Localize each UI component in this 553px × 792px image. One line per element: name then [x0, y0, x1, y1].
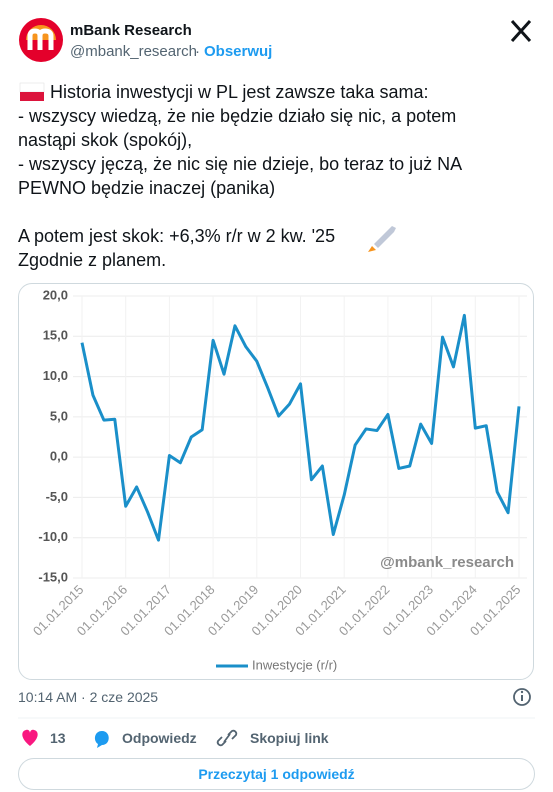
heart-icon[interactable]: [22, 729, 38, 746]
y-tick-label: -10,0: [38, 529, 68, 544]
watermark: @mbank_research: [380, 554, 514, 571]
timestamp[interactable]: 10:14 AM · 2 cze 2025: [18, 689, 159, 705]
x-logo[interactable]: [510, 19, 532, 43]
y-tick-label: 5,0: [50, 408, 68, 423]
tweet-line: Historia inwestycji w PL jest zawsze tak…: [50, 82, 429, 102]
y-tick-label: 10,0: [43, 368, 68, 383]
follow-link[interactable]: Obserwuj: [204, 43, 273, 60]
like-count: 13: [50, 730, 66, 746]
rocket-flame: [368, 246, 376, 252]
tweet-line: nastąpi skok (spokój),: [18, 130, 193, 150]
tweet-line: PEWNO będzie inaczej (panika): [18, 178, 276, 198]
separator: ·: [195, 43, 200, 60]
y-tick-label: -5,0: [46, 489, 68, 504]
y-tick-label: -15,0: [38, 569, 68, 584]
author-name[interactable]: mBank Research: [70, 22, 192, 39]
tweet-line: - wszyscy wiedzą, że nie będzie działo s…: [18, 106, 457, 126]
tweet-line: - wszyscy jęczą, że nic się nie dzieje, …: [18, 154, 463, 174]
y-tick-label: 15,0: [43, 328, 68, 343]
read-replies-label[interactable]: Przeczytaj 1 odpowiedź: [198, 766, 355, 782]
info-icon[interactable]: [513, 688, 531, 706]
avatar-logo: [27, 28, 54, 50]
reply-icon[interactable]: [94, 731, 109, 748]
copy-link-label[interactable]: Skopiuj link: [250, 730, 329, 746]
link-icon[interactable]: [216, 729, 238, 747]
rocket-icon: [374, 226, 396, 248]
chart: -15,0-10,0-5,00,05,010,015,020,001.01.20…: [18, 283, 534, 680]
info-icon-dot: [520, 690, 524, 694]
y-tick-label: 20,0: [43, 287, 68, 302]
legend-label: Inwestycje (r/r): [252, 657, 337, 672]
read-replies-button[interactable]: [18, 758, 535, 790]
tweet-line: A potem jest skok: +6,3% r/r w 2 kw. '25: [18, 226, 336, 246]
flag-white: [19, 82, 45, 93]
y-tick-label: 0,0: [50, 449, 68, 464]
flag-red: [20, 92, 44, 101]
tweet-line: Zgodnie z planem.: [18, 250, 167, 270]
author-handle[interactable]: @mbank_research: [70, 43, 197, 60]
data-line: [80, 313, 521, 542]
reply-label[interactable]: Odpowiedz: [122, 730, 197, 746]
